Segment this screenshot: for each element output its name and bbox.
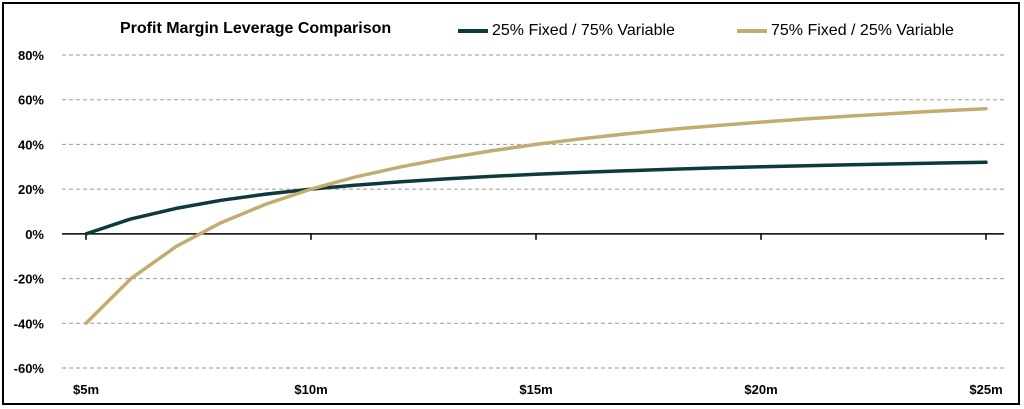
x-tick-label: $15m	[519, 382, 552, 397]
x-tick-label: $5m	[73, 382, 99, 397]
series-line-2	[84, 106, 988, 326]
x-tick-label: $10m	[294, 382, 327, 397]
chart-frame	[2, 2, 1020, 405]
series-line-1	[84, 160, 988, 236]
y-tick-label: 60%	[18, 93, 44, 108]
legend-label-series-2: 75% Fixed / 25% Variable	[771, 22, 954, 39]
chart-title: Profit Margin Leverage Comparison	[120, 20, 392, 37]
legend-item-series-2: 75% Fixed / 25% Variable	[737, 22, 954, 40]
y-tick-label: -20%	[14, 272, 45, 287]
y-tick-label: -40%	[14, 316, 45, 331]
y-tick-label: 20%	[18, 182, 44, 197]
legend-label-series-1: 25% Fixed / 75% Variable	[492, 22, 675, 39]
legend-swatch-series-1	[458, 29, 488, 33]
y-tick-label: 80%	[18, 48, 44, 63]
x-tick-label: $20m	[744, 382, 777, 397]
y-tick-label: 40%	[18, 137, 44, 152]
legend-swatch-series-2	[737, 29, 767, 33]
y-tick-label: 0%	[25, 227, 44, 242]
y-tick-label: -60%	[14, 361, 45, 376]
legend-item-series-1: 25% Fixed / 75% Variable	[458, 22, 675, 40]
x-tick-label: $25m	[969, 382, 1002, 397]
